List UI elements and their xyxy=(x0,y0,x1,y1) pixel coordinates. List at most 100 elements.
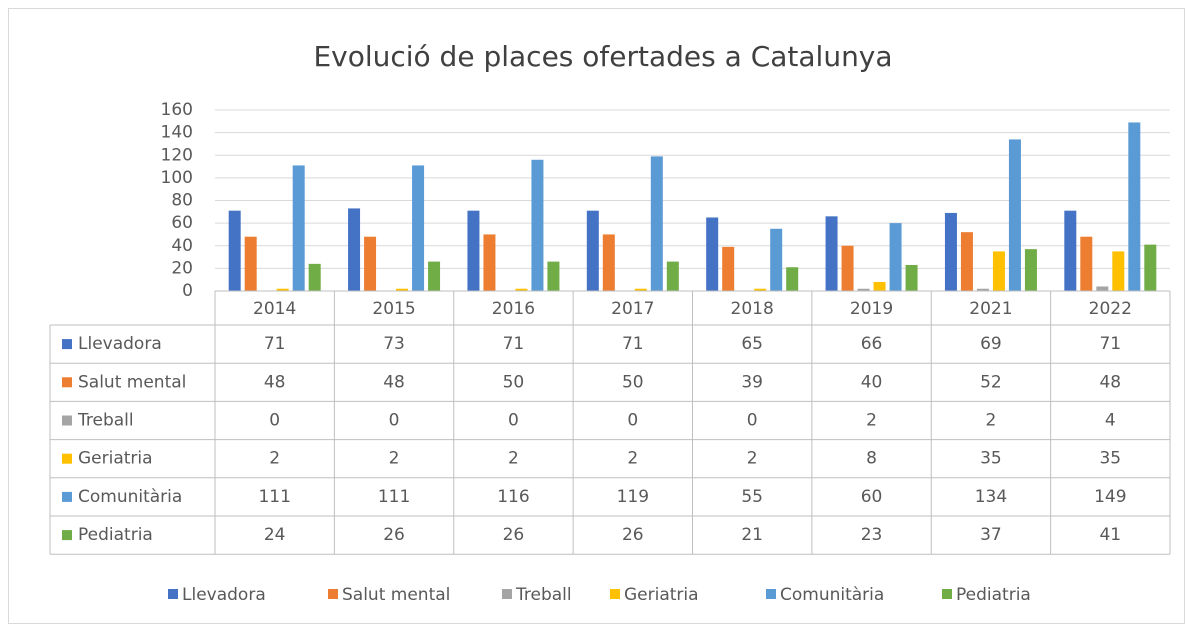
table-cell: 0 xyxy=(269,411,280,431)
bar xyxy=(857,288,870,291)
bar xyxy=(292,165,305,291)
table-cell: 134 xyxy=(975,487,1007,507)
bar xyxy=(244,236,257,291)
bar xyxy=(825,216,838,291)
bar xyxy=(531,159,544,291)
bar xyxy=(905,264,918,291)
table-cell: 2 xyxy=(986,411,997,431)
table-cell: 23 xyxy=(861,525,883,545)
legend-key xyxy=(62,415,72,426)
table-cell: 69 xyxy=(980,334,1002,354)
y-tick-label: 20 xyxy=(171,258,193,278)
table-cell: 60 xyxy=(861,487,883,507)
table-cell: 111 xyxy=(378,487,410,507)
legend-key xyxy=(328,589,338,599)
table-row-label: Geriatria xyxy=(78,449,153,469)
table-cell: 39 xyxy=(741,372,763,392)
table-cell: 2 xyxy=(269,449,280,469)
legend-key xyxy=(62,377,72,388)
y-tick-label: 140 xyxy=(161,123,193,143)
table-cell: 66 xyxy=(861,334,883,354)
bar xyxy=(666,261,679,291)
bar xyxy=(396,288,409,291)
legend-label: Treball xyxy=(515,585,572,605)
legend-key xyxy=(502,589,512,599)
legend-key xyxy=(942,589,952,599)
legend-label: Pediatria xyxy=(956,585,1031,605)
legend-label: Geriatria xyxy=(624,585,699,605)
table-cell: 71 xyxy=(264,334,286,354)
table-cell: 48 xyxy=(1099,372,1121,392)
bar xyxy=(944,212,957,291)
bar xyxy=(650,156,663,291)
bar xyxy=(308,263,321,291)
bar xyxy=(483,234,496,291)
bar xyxy=(960,232,973,291)
table-cell: 116 xyxy=(497,487,529,507)
bar xyxy=(841,245,854,291)
table-cell: 41 xyxy=(1099,525,1121,545)
x-tick-label: 2016 xyxy=(492,299,535,319)
table-row-label: Comunitària xyxy=(78,487,182,507)
x-tick-label: 2017 xyxy=(611,299,654,319)
bar xyxy=(547,261,560,291)
bar xyxy=(873,281,886,291)
y-tick-label: 100 xyxy=(161,168,193,188)
x-tick-label: 2018 xyxy=(731,299,774,319)
table-cell: 4 xyxy=(1105,411,1116,431)
y-tick-label: 120 xyxy=(161,145,193,165)
legend-key xyxy=(62,530,72,541)
table-cell: 0 xyxy=(508,411,519,431)
table-cell: 71 xyxy=(622,334,644,354)
table-cell: 35 xyxy=(1099,449,1121,469)
bar xyxy=(348,208,361,291)
x-tick-label: 2015 xyxy=(372,299,415,319)
table-cell: 26 xyxy=(622,525,644,545)
table-cell: 0 xyxy=(627,411,638,431)
bar xyxy=(1064,210,1077,291)
bar xyxy=(1008,139,1021,291)
table-cell: 2 xyxy=(389,449,400,469)
table-cell: 65 xyxy=(741,334,763,354)
legend-label: Salut mental xyxy=(342,585,450,605)
bar xyxy=(1128,122,1141,291)
table-cell: 26 xyxy=(383,525,405,545)
chart-title: Evolució de places ofertades a Catalunya xyxy=(313,40,892,73)
y-tick-label: 80 xyxy=(171,191,193,211)
bar xyxy=(786,267,799,291)
table-cell: 2 xyxy=(866,411,877,431)
table-cell: 26 xyxy=(503,525,525,545)
table-cell: 55 xyxy=(741,487,763,507)
table-cell: 2 xyxy=(508,449,519,469)
bar xyxy=(976,288,989,291)
table-cell: 40 xyxy=(861,372,883,392)
chart-frame xyxy=(8,8,1185,624)
bar xyxy=(428,261,441,291)
x-tick-label: 2021 xyxy=(969,299,1012,319)
bar xyxy=(1144,244,1157,291)
table-row-label: Treball xyxy=(77,411,134,431)
bar xyxy=(1024,249,1037,291)
table-cell: 119 xyxy=(617,487,649,507)
table-cell: 2 xyxy=(747,449,758,469)
bar xyxy=(634,288,647,291)
table-cell: 48 xyxy=(383,372,405,392)
legend-key xyxy=(610,589,620,599)
bar xyxy=(706,217,719,291)
bar xyxy=(515,288,528,291)
y-tick-label: 40 xyxy=(171,236,193,256)
table-cell: 50 xyxy=(503,372,525,392)
table-cell: 0 xyxy=(747,411,758,431)
bar xyxy=(1112,251,1125,291)
x-tick-label: 2014 xyxy=(253,299,296,319)
legend-key xyxy=(62,339,72,350)
y-tick-label: 0 xyxy=(182,281,193,301)
table-cell: 8 xyxy=(866,449,877,469)
table-row-label: Llevadora xyxy=(78,334,162,354)
table-row-label: Salut mental xyxy=(78,372,186,392)
bar xyxy=(889,223,902,291)
table-cell: 149 xyxy=(1094,487,1126,507)
table-cell: 111 xyxy=(258,487,290,507)
bar xyxy=(770,228,783,291)
